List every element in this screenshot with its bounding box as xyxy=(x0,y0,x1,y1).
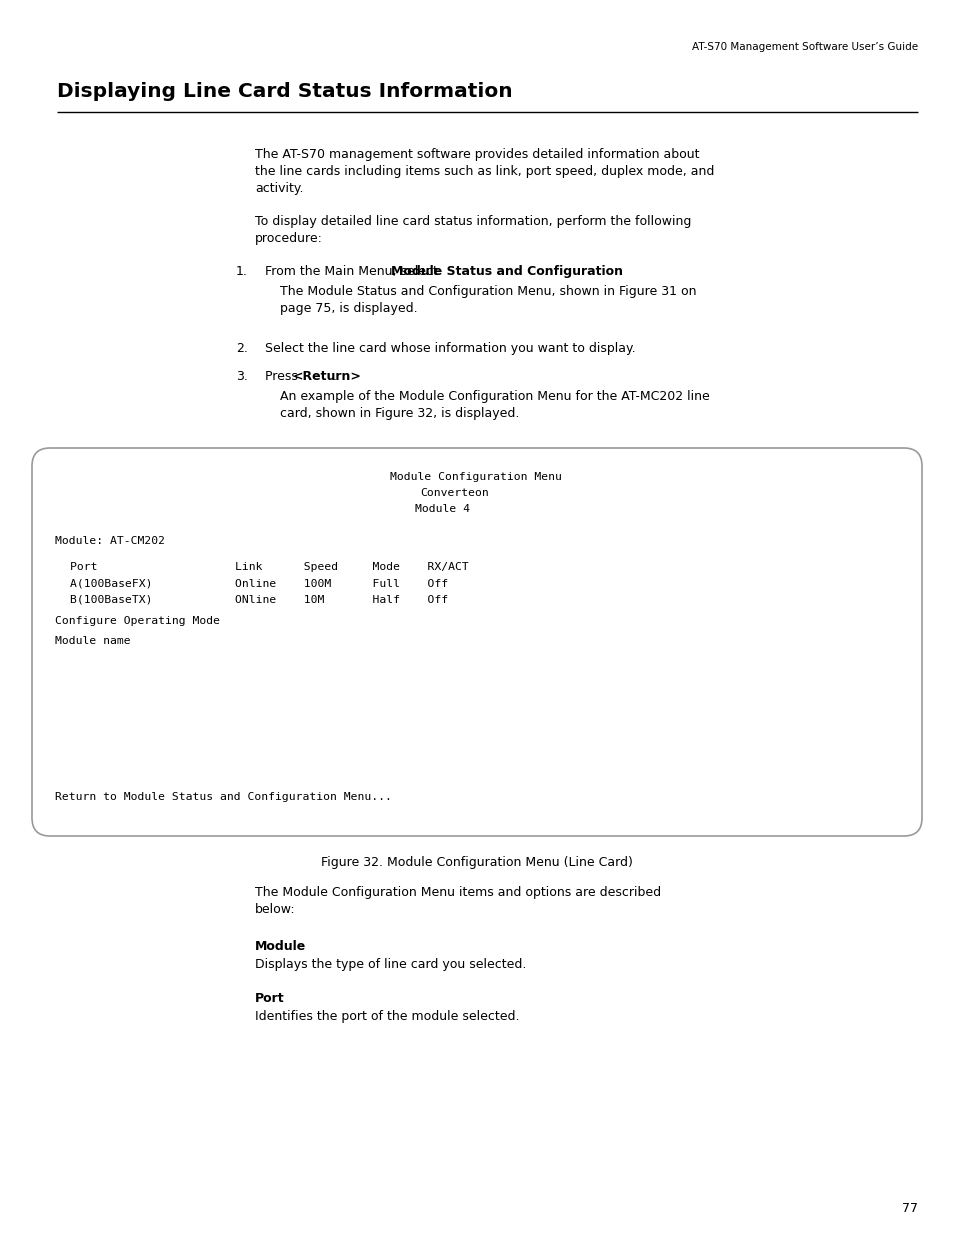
Text: The Module Status and Configuration Menu, shown in Figure 31 on
page 75, is disp: The Module Status and Configuration Menu… xyxy=(280,285,696,315)
FancyBboxPatch shape xyxy=(32,448,921,836)
Text: A(100BaseFX)            Online    100M      Full    Off: A(100BaseFX) Online 100M Full Off xyxy=(70,578,448,588)
Text: Module 4: Module 4 xyxy=(415,504,470,514)
Text: 2.: 2. xyxy=(236,342,248,354)
Text: Module Status and Configuration: Module Status and Configuration xyxy=(391,266,622,278)
Text: Press: Press xyxy=(265,370,301,383)
Text: The AT-S70 management software provides detailed information about
the line card: The AT-S70 management software provides … xyxy=(254,148,714,195)
Text: Identifies the port of the module selected.: Identifies the port of the module select… xyxy=(254,1010,519,1023)
Text: AT-S70 Management Software User’s Guide: AT-S70 Management Software User’s Guide xyxy=(691,42,917,52)
Text: The Module Configuration Menu items and options are described
below:: The Module Configuration Menu items and … xyxy=(254,885,660,916)
Text: Module: Module xyxy=(254,940,306,953)
Text: Module: AT-CM202: Module: AT-CM202 xyxy=(55,536,165,546)
Text: Select the line card whose information you want to display.: Select the line card whose information y… xyxy=(265,342,635,354)
Text: Return to Module Status and Configuration Menu...: Return to Module Status and Configuratio… xyxy=(55,792,392,802)
Text: <Return>: <Return> xyxy=(293,370,361,383)
Text: 77: 77 xyxy=(901,1202,917,1215)
Text: From the Main Menu, select: From the Main Menu, select xyxy=(265,266,441,278)
Text: .: . xyxy=(332,370,336,383)
Text: 1.: 1. xyxy=(236,266,248,278)
Text: Displaying Line Card Status Information: Displaying Line Card Status Information xyxy=(57,82,512,101)
Text: Converteon: Converteon xyxy=(419,488,488,498)
Text: B(100BaseTX)            ONline    10M       Half    Off: B(100BaseTX) ONline 10M Half Off xyxy=(70,594,448,604)
Text: Configure Operating Mode: Configure Operating Mode xyxy=(55,616,220,626)
Text: .: . xyxy=(543,266,547,278)
Text: An example of the Module Configuration Menu for the AT-MC202 line
card, shown in: An example of the Module Configuration M… xyxy=(280,390,709,420)
Text: Figure 32. Module Configuration Menu (Line Card): Figure 32. Module Configuration Menu (Li… xyxy=(321,856,632,869)
Text: To display detailed line card status information, perform the following
procedur: To display detailed line card status inf… xyxy=(254,215,691,245)
Text: 3.: 3. xyxy=(236,370,248,383)
Text: Module Configuration Menu: Module Configuration Menu xyxy=(390,472,561,482)
Text: Port: Port xyxy=(254,992,284,1005)
Text: Displays the type of line card you selected.: Displays the type of line card you selec… xyxy=(254,958,526,971)
Text: Module name: Module name xyxy=(55,636,131,646)
Text: Port                    Link      Speed     Mode    RX/ACT: Port Link Speed Mode RX/ACT xyxy=(70,562,468,572)
